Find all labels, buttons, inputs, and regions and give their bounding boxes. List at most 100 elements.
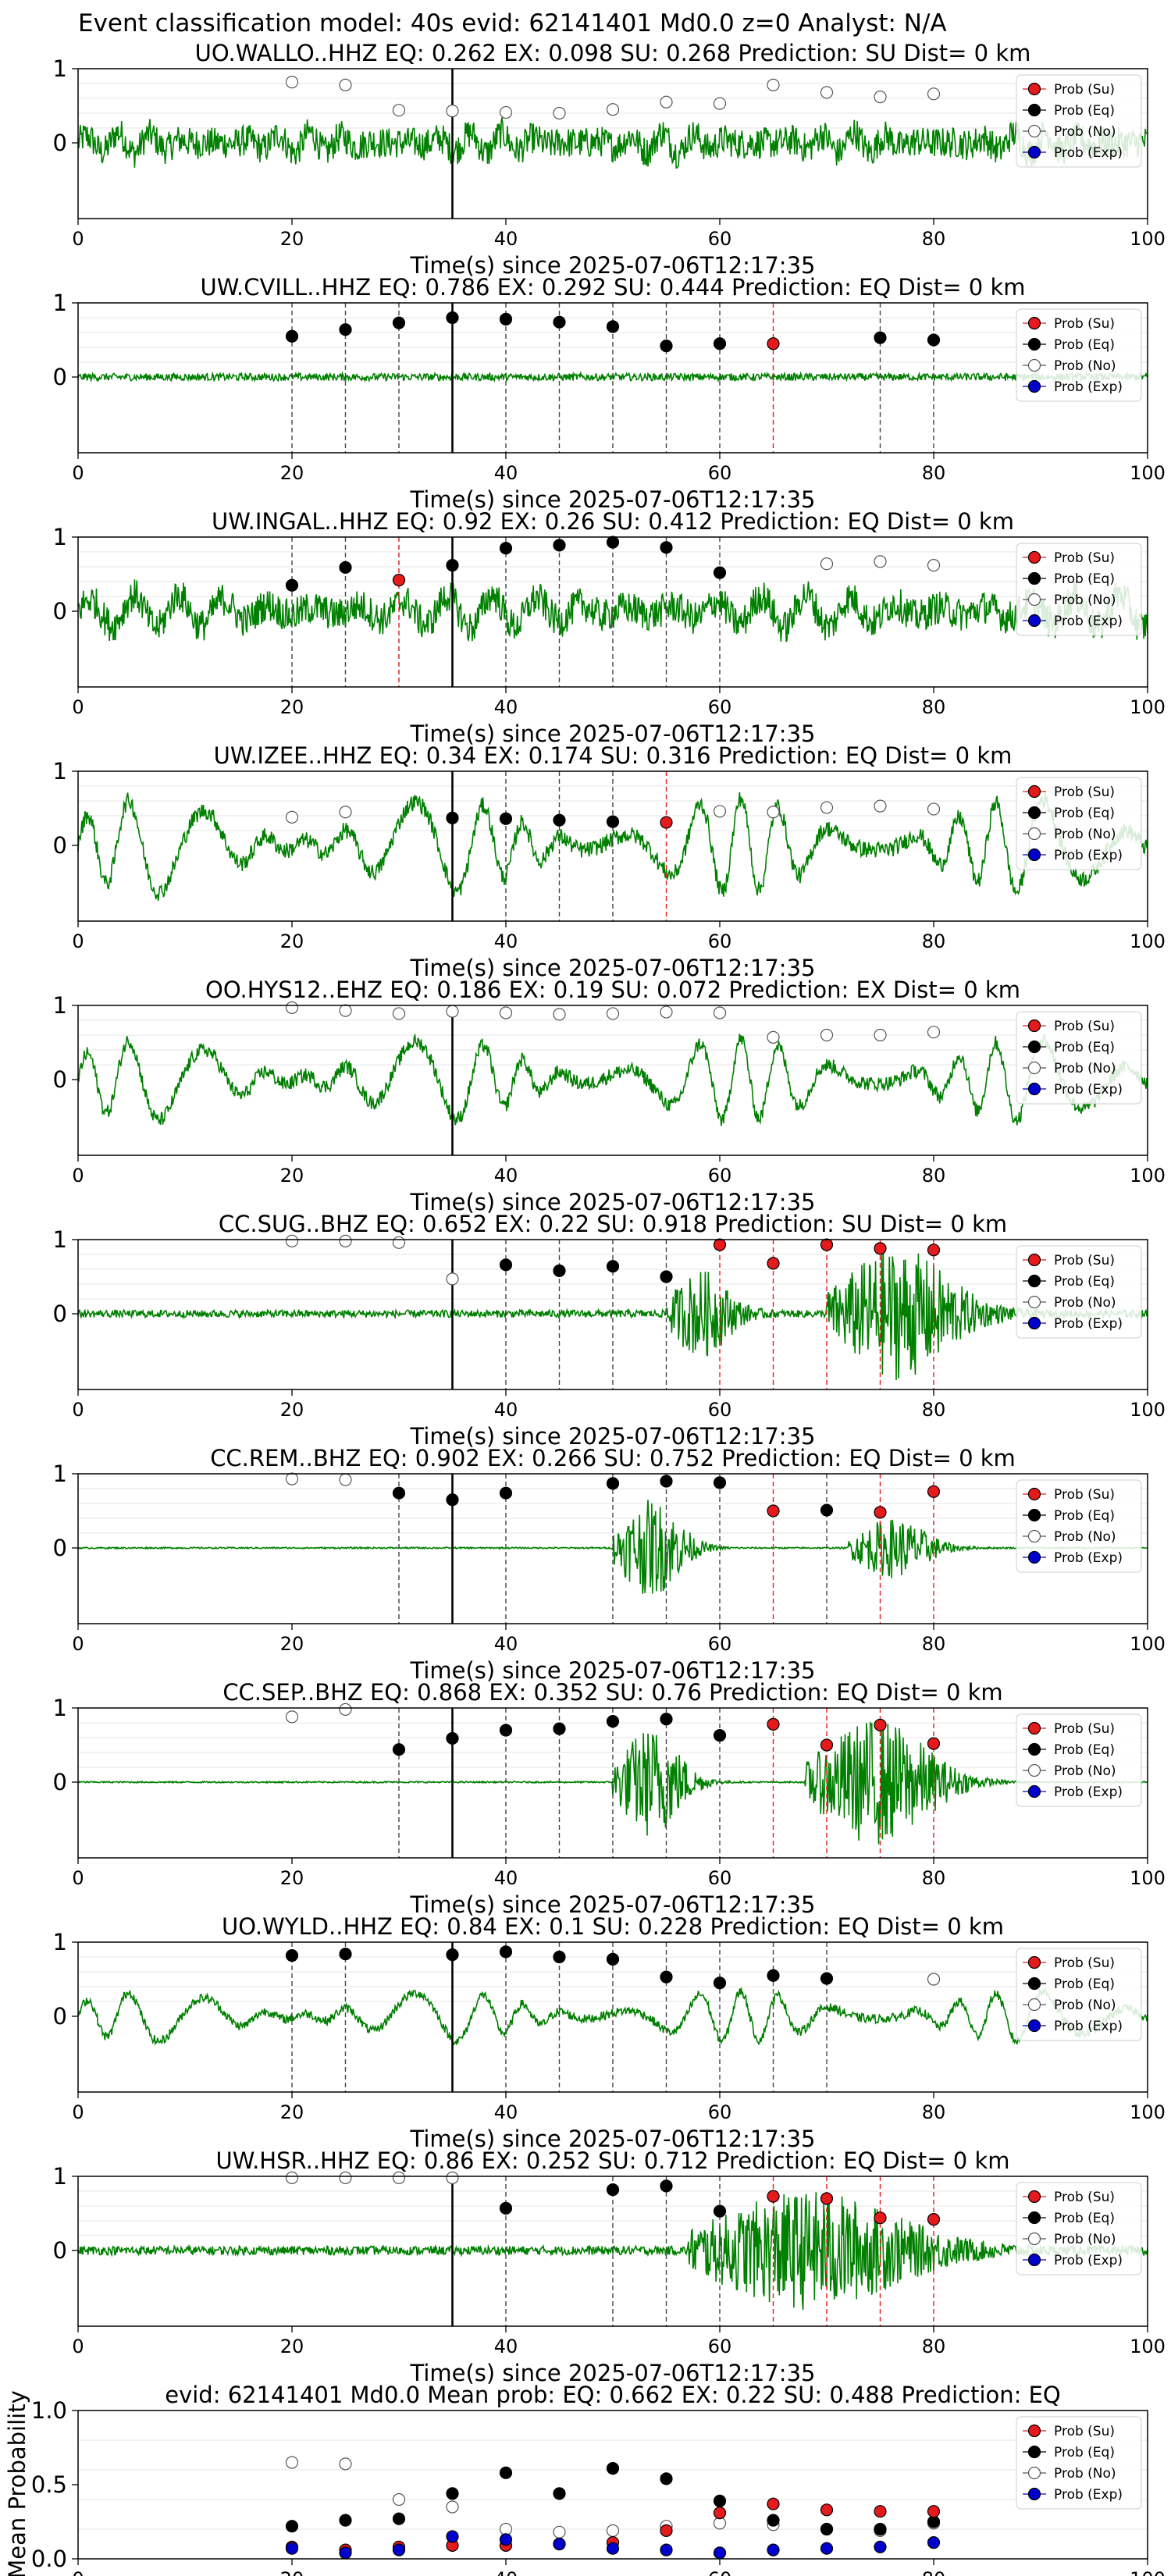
legend-box xyxy=(1016,777,1142,870)
y-tick-label: 0 xyxy=(53,598,67,624)
legend-label: Prob (Exp) xyxy=(1054,1784,1123,1800)
x-axis-label: Time(s) since 2025-07-06T12:17:35 xyxy=(410,1657,816,1684)
prob-marker-eq xyxy=(606,2183,620,2197)
legend-label: Prob (Eq) xyxy=(1054,1274,1115,1290)
x-tick-label: 20 xyxy=(280,462,304,484)
legend-label: Prob (Exp) xyxy=(1054,614,1123,629)
panel-title: UW.HSR..HHZ EQ: 0.86 EX: 0.252 SU: 0.712… xyxy=(216,2147,1010,2174)
prob-marker-eq xyxy=(553,1950,566,1964)
prob-marker-su xyxy=(927,1485,941,1498)
prob-marker-su xyxy=(874,1242,887,1255)
legend-marker-su xyxy=(1027,1019,1041,1033)
prob-marker-eq xyxy=(713,1976,727,1990)
prob-marker-exp xyxy=(285,2542,299,2555)
prob-marker-su xyxy=(820,1238,834,1251)
x-tick-label: 60 xyxy=(708,462,732,484)
prob-marker-su xyxy=(767,1257,780,1270)
panel-2: UW.CVILL..HHZ EQ: 0.786 EX: 0.292 SU: 0.… xyxy=(53,274,1166,513)
x-tick-label: 80 xyxy=(922,1867,946,1889)
axes-frame xyxy=(77,1239,1148,1390)
legend: Prob (Su) Prob (Eq) Prob (No) Prob (Exp) xyxy=(1016,543,1142,636)
prob-marker-exp xyxy=(820,2542,834,2555)
legend-label: Prob (Su) xyxy=(1054,785,1115,800)
legend-label: Prob (No) xyxy=(1054,592,1116,608)
x-axis-label: Time(s) since 2025-07-06T12:17:35 xyxy=(410,486,816,513)
y-tick-label: 1 xyxy=(53,1695,67,1721)
prob-marker-eq xyxy=(606,1260,620,1273)
prob-marker-no xyxy=(874,90,887,104)
panel-11: evid: 62141401 Md0.0 Mean prob: EQ: 0.66… xyxy=(4,2382,1166,2576)
x-tick-label: 60 xyxy=(708,1867,732,1889)
x-tick-label: 80 xyxy=(922,1165,946,1187)
prob-marker-eq xyxy=(874,2522,887,2536)
prob-marker-exp xyxy=(713,2546,727,2560)
axes-frame xyxy=(77,770,1148,922)
prob-marker-no xyxy=(767,806,780,819)
prob-marker-no xyxy=(339,1473,352,1486)
legend: Prob (Su) Prob (Eq) Prob (No) Prob (Exp) xyxy=(1016,1245,1142,1339)
legend-marker-eq xyxy=(1027,337,1041,351)
legend-label: Prob (Su) xyxy=(1054,1721,1115,1737)
x-tick-label: 60 xyxy=(708,228,732,250)
legend-label: Prob (Eq) xyxy=(1054,103,1115,119)
legend-marker-su xyxy=(1027,82,1041,96)
prob-marker-no xyxy=(606,1007,620,1020)
legend-marker-no xyxy=(1027,1998,1041,2012)
panel-7: CC.REM..BHZ EQ: 0.902 EX: 0.266 SU: 0.75… xyxy=(53,1445,1166,1684)
prob-marker-exp xyxy=(606,2542,620,2555)
prob-marker-su xyxy=(713,1238,727,1251)
x-tick-label: 0 xyxy=(72,1165,84,1187)
y-tick-label: 0 xyxy=(53,2003,67,2030)
x-tick-label: 100 xyxy=(1130,1867,1166,1889)
axes-frame xyxy=(77,1941,1148,2093)
y-tick-label: 0 xyxy=(53,1535,67,1561)
prob-marker-no xyxy=(392,1236,406,1249)
legend-marker-no xyxy=(1027,358,1041,372)
x-tick-label: 40 xyxy=(494,1867,518,1889)
y-axis-label: Mean Probability xyxy=(4,2390,30,2576)
legend-marker-exp xyxy=(1027,1082,1041,1096)
y-tick-label: 1 xyxy=(53,290,67,316)
y-tick-label: 0 xyxy=(53,1769,67,1795)
x-tick-label: 40 xyxy=(494,1633,518,1655)
y-tick-label: 1 xyxy=(53,758,67,785)
prob-marker-eq xyxy=(874,331,887,344)
legend-marker-exp xyxy=(1027,848,1041,862)
panel-10: UW.HSR..HHZ EQ: 0.86 EX: 0.252 SU: 0.712… xyxy=(53,2147,1166,2386)
legend-label: Prob (Exp) xyxy=(1054,145,1123,161)
prob-marker-no xyxy=(285,2171,299,2184)
legend-label: Prob (Exp) xyxy=(1054,2019,1123,2034)
prob-marker-eq xyxy=(606,1715,620,1728)
prob-marker-no xyxy=(446,1272,459,1286)
legend-marker-su xyxy=(1027,2424,1041,2438)
prob-marker-eq xyxy=(499,2466,513,2479)
x-tick-label: 40 xyxy=(494,1399,518,1421)
x-tick-label: 20 xyxy=(280,1867,304,1889)
legend-marker-no xyxy=(1027,124,1041,138)
legend-marker-eq xyxy=(1027,1508,1041,1522)
prob-marker-no xyxy=(392,1007,406,1020)
prob-marker-eq xyxy=(606,1477,620,1490)
prob-marker-eq xyxy=(660,1970,673,1984)
legend-label: Prob (No) xyxy=(1054,1061,1116,1076)
legend-label: Prob (No) xyxy=(1054,1295,1116,1311)
prob-marker-no xyxy=(339,78,352,92)
x-tick-label: 40 xyxy=(494,2568,518,2576)
x-tick-label: 100 xyxy=(1130,2568,1166,2576)
prob-marker-eq xyxy=(339,1948,352,1961)
prob-marker-su xyxy=(927,1244,941,1257)
x-axis-label: Time(s) since 2025-07-06T12:17:35 xyxy=(410,955,816,981)
legend-label: Prob (No) xyxy=(1054,1763,1116,1779)
prob-marker-eq xyxy=(660,1475,673,1488)
legend-marker-exp xyxy=(1027,145,1041,159)
legend-label: Prob (Exp) xyxy=(1054,848,1123,863)
prob-marker-eq xyxy=(553,539,566,552)
prob-marker-eq xyxy=(660,2179,673,2193)
legend-label: Prob (Exp) xyxy=(1054,2487,1123,2503)
x-tick-label: 100 xyxy=(1130,462,1166,484)
prob-marker-eq xyxy=(553,1722,566,1735)
prob-marker-eq xyxy=(713,1729,727,1742)
legend-label: Prob (Eq) xyxy=(1054,1742,1115,1758)
legend-label: Prob (Eq) xyxy=(1054,1040,1115,1055)
prob-marker-eq xyxy=(499,1486,513,1500)
